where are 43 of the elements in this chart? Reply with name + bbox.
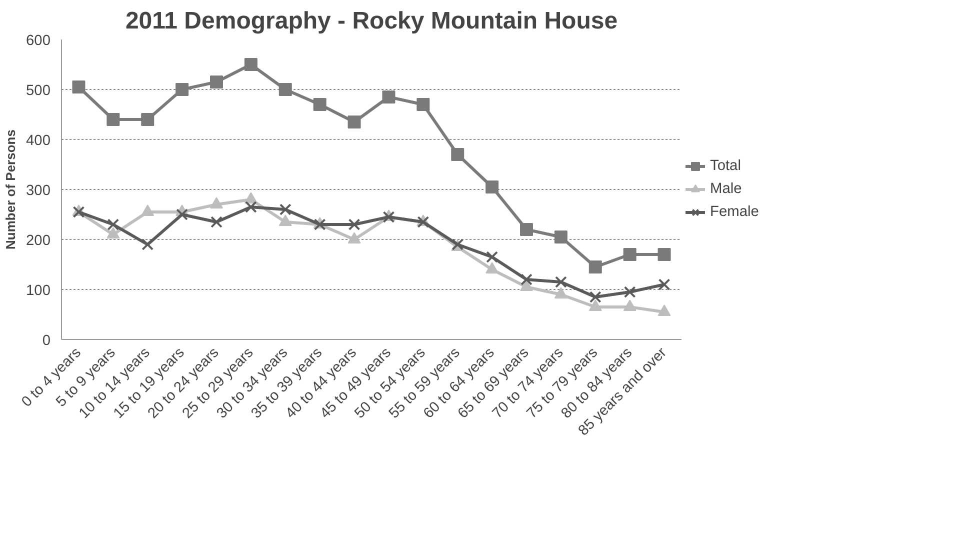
y-tick-label: 200 (26, 233, 51, 249)
point (176, 83, 189, 96)
point (554, 276, 567, 288)
legend-label: Female (710, 204, 759, 220)
point (106, 113, 120, 126)
point (348, 218, 360, 230)
point (210, 76, 223, 88)
point (416, 98, 430, 111)
point (278, 83, 292, 96)
point (313, 98, 326, 111)
chart-title: 2011 Demography - Rocky Mountain House (125, 8, 618, 34)
point (520, 223, 533, 236)
y-tick-label: 500 (26, 83, 51, 99)
point (486, 251, 498, 263)
legend-label: Total (710, 158, 741, 174)
point (554, 230, 568, 244)
point (244, 58, 258, 71)
y-tick-label: 400 (26, 133, 51, 149)
point (279, 204, 292, 216)
point (244, 201, 257, 213)
point (348, 116, 361, 128)
legend-label: Male (710, 181, 742, 197)
point (658, 248, 671, 261)
point (486, 180, 499, 194)
point (588, 260, 602, 274)
point (520, 274, 532, 286)
point (589, 291, 602, 303)
point (176, 208, 188, 220)
y-tick-label: 300 (26, 183, 51, 199)
y-tick-label: 600 (26, 33, 51, 49)
point (624, 286, 636, 298)
point (451, 148, 464, 161)
point (141, 113, 154, 126)
point (107, 218, 120, 230)
point (142, 238, 154, 250)
point (623, 248, 636, 261)
y-tick-label: 100 (26, 283, 51, 299)
point (382, 90, 396, 104)
point (72, 80, 86, 94)
point (210, 216, 222, 228)
y-axis-title: Number of Persons (3, 130, 18, 250)
point (658, 278, 670, 290)
y-tick-label: 0 (42, 333, 51, 349)
